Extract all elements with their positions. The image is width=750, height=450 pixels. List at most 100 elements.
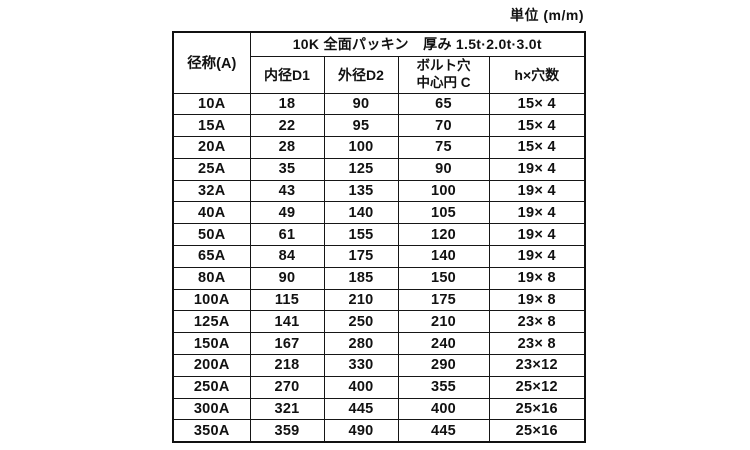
- cell-outer-diameter: 280: [323, 332, 399, 356]
- cell-outer-diameter: 95: [323, 114, 399, 138]
- table-row: 15A 22 95 70 15× 4: [172, 114, 586, 138]
- cell-hole-count: 19× 4: [488, 245, 586, 268]
- cell-inner-diameter: 28: [249, 136, 325, 159]
- cell-size: 200A: [172, 354, 251, 377]
- table-row: 65A 84 175 140 19× 4: [172, 245, 586, 268]
- cell-outer-diameter: 330: [323, 354, 399, 377]
- cell-hole-count: 25×16: [488, 419, 586, 443]
- cell-inner-diameter: 321: [249, 397, 325, 421]
- cell-size: 125A: [172, 310, 251, 334]
- cell-bolt-circle: 90: [397, 157, 490, 181]
- cell-hole-count: 19× 4: [488, 179, 586, 203]
- cell-hole-count: 15× 4: [488, 114, 586, 138]
- header-hole-spec: h×穴数: [488, 55, 586, 94]
- cell-hole-count: 19× 4: [488, 223, 586, 247]
- cell-size: 80A: [172, 266, 251, 290]
- table-row: 300A 321 445 400 25×16: [172, 397, 586, 421]
- cell-inner-diameter: 218: [249, 354, 325, 377]
- table-row: 25A 35 125 90 19× 4: [172, 157, 586, 181]
- header-outer-diameter: 外径D2: [323, 55, 399, 94]
- table-row: 250A 270 400 355 25×12: [172, 375, 586, 399]
- cell-bolt-circle: 70: [397, 114, 490, 138]
- cell-bolt-circle: 120: [397, 223, 490, 247]
- cell-outer-diameter: 90: [323, 92, 399, 116]
- cell-inner-diameter: 18: [249, 92, 325, 116]
- table-title-cell: 10K 全面パッキン 厚み 1.5t·2.0t·3.0t: [249, 31, 586, 57]
- cell-inner-diameter: 43: [249, 179, 325, 203]
- cell-bolt-circle: 75: [397, 136, 490, 159]
- cell-outer-diameter: 100: [323, 136, 399, 159]
- cell-hole-count: 25×16: [488, 397, 586, 421]
- cell-outer-diameter: 445: [323, 397, 399, 421]
- cell-bolt-circle: 150: [397, 266, 490, 290]
- cell-size: 65A: [172, 245, 251, 268]
- header-bolt-circle-line2: 中心円 C: [416, 74, 471, 90]
- corner-header-cell: 径称(A): [172, 31, 251, 94]
- cell-inner-diameter: 270: [249, 375, 325, 399]
- cell-bolt-circle: 210: [397, 310, 490, 334]
- cell-outer-diameter: 185: [323, 266, 399, 290]
- cell-hole-count: 23× 8: [488, 332, 586, 356]
- table-row: 50A 61 155 120 19× 4: [172, 223, 586, 247]
- cell-outer-diameter: 125: [323, 157, 399, 181]
- cell-outer-diameter: 135: [323, 179, 399, 203]
- cell-inner-diameter: 167: [249, 332, 325, 356]
- cell-inner-diameter: 84: [249, 245, 325, 268]
- cell-size: 250A: [172, 375, 251, 399]
- cell-bolt-circle: 100: [397, 179, 490, 203]
- header-bolt-circle-line1: ボルト穴: [416, 58, 471, 74]
- table-row: 125A 141 250 210 23× 8: [172, 310, 586, 334]
- cell-outer-diameter: 490: [323, 419, 399, 443]
- cell-size: 25A: [172, 157, 251, 181]
- cell-hole-count: 19× 8: [488, 288, 586, 312]
- cell-bolt-circle: 355: [397, 375, 490, 399]
- table-row: 40A 49 140 105 19× 4: [172, 201, 586, 225]
- cell-outer-diameter: 210: [323, 288, 399, 312]
- table-row: 200A 218 330 290 23×12: [172, 354, 586, 377]
- table-row: 10A 18 90 65 15× 4: [172, 92, 586, 116]
- cell-size: 32A: [172, 179, 251, 203]
- cell-bolt-circle: 290: [397, 354, 490, 377]
- cell-hole-count: 19× 4: [488, 201, 586, 225]
- cell-hole-count: 15× 4: [488, 92, 586, 116]
- cell-inner-diameter: 359: [249, 419, 325, 443]
- cell-size: 300A: [172, 397, 251, 421]
- cell-outer-diameter: 140: [323, 201, 399, 225]
- cell-bolt-circle: 175: [397, 288, 490, 312]
- cell-inner-diameter: 22: [249, 114, 325, 138]
- cell-size: 15A: [172, 114, 251, 138]
- cell-bolt-circle: 400: [397, 397, 490, 421]
- cell-inner-diameter: 90: [249, 266, 325, 290]
- cell-hole-count: 23× 8: [488, 310, 586, 334]
- table-row: 100A 115 210 175 19× 8: [172, 288, 586, 312]
- header-bolt-circle: ボルト穴 中心円 C: [397, 55, 490, 94]
- table-row: 32A 43 135 100 19× 4: [172, 179, 586, 203]
- cell-hole-count: 19× 8: [488, 266, 586, 290]
- cell-outer-diameter: 250: [323, 310, 399, 334]
- cell-outer-diameter: 175: [323, 245, 399, 268]
- cell-hole-count: 15× 4: [488, 136, 586, 159]
- cell-outer-diameter: 400: [323, 375, 399, 399]
- cell-size: 10A: [172, 92, 251, 116]
- cell-bolt-circle: 105: [397, 201, 490, 225]
- unit-label: 単位 (m/m): [510, 7, 584, 23]
- cell-size: 20A: [172, 136, 251, 159]
- cell-bolt-circle: 65: [397, 92, 490, 116]
- table-header-row-2: 内径D1 外径D2 ボルト穴 中心円 C h×穴数: [173, 55, 586, 94]
- cell-hole-count: 19× 4: [488, 157, 586, 181]
- cell-size: 350A: [172, 419, 251, 443]
- spec-table: 径称(A) 10K 全面パッキン 厚み 1.5t·2.0t·3.0t 内径D1 …: [172, 31, 587, 443]
- table-header-row-1: 径称(A) 10K 全面パッキン 厚み 1.5t·2.0t·3.0t: [172, 31, 586, 94]
- cell-inner-diameter: 141: [249, 310, 325, 334]
- table-row: 150A 167 280 240 23× 8: [172, 332, 586, 356]
- table-row: 350A 359 490 445 25×16: [172, 419, 586, 443]
- cell-hole-count: 25×12: [488, 375, 586, 399]
- table-row: 20A 28 100 75 15× 4: [172, 136, 586, 159]
- cell-bolt-circle: 445: [397, 419, 490, 443]
- cell-inner-diameter: 35: [249, 157, 325, 181]
- cell-size: 50A: [172, 223, 251, 247]
- cell-inner-diameter: 115: [249, 288, 325, 312]
- cell-bolt-circle: 240: [397, 332, 490, 356]
- table-row: 80A 90 185 150 19× 8: [172, 266, 586, 290]
